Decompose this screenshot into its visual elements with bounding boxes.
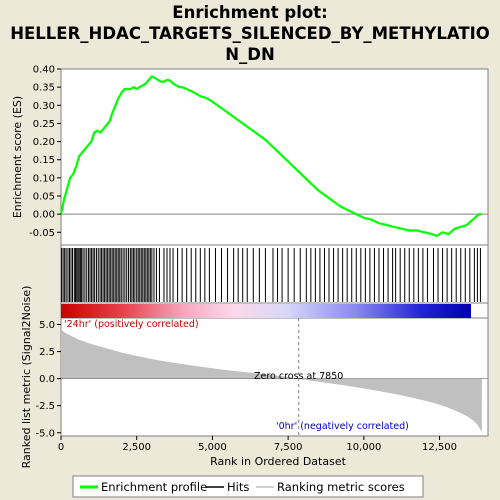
correlation-color-bar: [61, 304, 471, 318]
negative-correlation-label: '0hr' (negatively correlated): [276, 421, 409, 432]
es-y-tick-label-0: -0.05: [29, 228, 55, 239]
hits-layer: [61, 248, 481, 302]
title-line-1: Enrichment plot:: [172, 3, 328, 22]
x-tick-label-0: 0: [58, 442, 64, 453]
zero-cross-label: Zero cross at 7850: [254, 371, 343, 382]
x-tick-label-3: 7,500: [274, 442, 303, 453]
ranking-metric-area: [61, 328, 482, 433]
legend-enrichment-label: Enrichment profile: [101, 480, 207, 494]
es-y-tick-label-6: 0.25: [33, 119, 55, 130]
metric-y-tick-label-2: 0.0: [39, 374, 55, 385]
x-tick-label-4: 10,000: [346, 442, 381, 453]
es-y-tick-label-2: 0.05: [33, 192, 55, 203]
title-line-3: N_DN: [225, 45, 275, 64]
es-y-tick-label-9: 0.40: [33, 65, 55, 76]
legend-hits-label: Hits: [227, 480, 249, 494]
metric-y-tick-label-4: 5.0: [39, 320, 55, 331]
x-tick-label-5: 12,500: [422, 442, 457, 453]
x-axis-label: Rank in Ordered Dataset: [210, 455, 347, 468]
es-y-tick-label-3: 0.10: [33, 173, 55, 184]
title-line-2: HELLER_HDAC_TARGETS_SILENCED_BY_METHYLAT…: [10, 24, 490, 43]
metric-layer: [61, 318, 488, 436]
x-tick-label-1: 2,500: [122, 442, 151, 453]
metric-axis-label: Ranked list metric (Signal2Noise): [20, 286, 33, 469]
enrichment-profile-line: [59, 75, 482, 237]
es-y-tick-label-4: 0.15: [33, 155, 55, 166]
enrichment-profile-layer: [59, 75, 488, 237]
positive-correlation-label: '24hr' (positively correlated): [64, 319, 199, 330]
axes-layer: -0.050.000.050.100.150.200.250.300.350.4…: [29, 65, 457, 454]
es-panel: [60, 68, 489, 246]
es-y-tick-label-8: 0.35: [33, 83, 55, 94]
es-y-tick-label-1: 0.00: [33, 210, 55, 221]
es-y-tick-label-7: 0.30: [33, 101, 55, 112]
es-axis-label: Enrichment score (ES): [11, 96, 24, 218]
legend-box: [72, 475, 424, 498]
metric-y-tick-label-1: -2.5: [35, 401, 55, 412]
legend: Enrichment profile Hits Ranking metric s…: [72, 475, 424, 498]
es-y-tick-label-5: 0.20: [33, 137, 55, 148]
legend-ranking-label: Ranking metric scores: [277, 480, 405, 494]
metric-y-tick-label-0: -5.0: [35, 428, 55, 439]
metric-y-tick-label-3: 2.5: [39, 347, 55, 358]
x-tick-label-2: 5,000: [198, 442, 227, 453]
chart-title: Enrichment plot: HELLER_HDAC_TARGETS_SIL…: [0, 2, 500, 65]
